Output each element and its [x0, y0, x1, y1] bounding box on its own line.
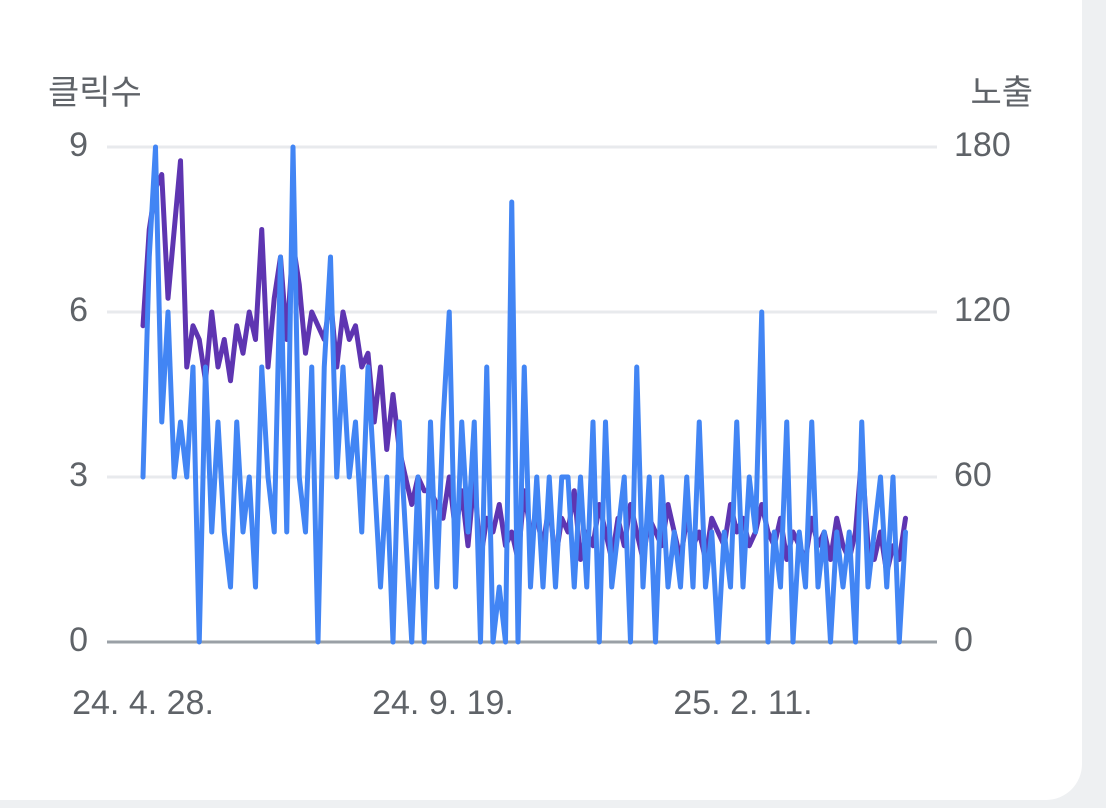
y2-axis-title: 노출 — [970, 74, 1033, 112]
y2-tick-label: 120 — [954, 291, 1011, 329]
y-tick-label: 0 — [69, 621, 88, 659]
y-tick-label: 9 — [69, 126, 88, 164]
y2-tick-label: 0 — [954, 621, 973, 659]
x-tick-label: 25. 2. 11. — [673, 684, 812, 722]
x-tick-label: 24. 4. 28. — [72, 684, 214, 722]
y-tick-label: 6 — [69, 291, 88, 329]
series-line — [140, 144, 908, 645]
x-tick-label: 24. 9. 19. — [372, 684, 514, 722]
y2-tick-label: 180 — [954, 126, 1011, 164]
y-tick-label: 3 — [69, 456, 88, 494]
series-line — [140, 158, 908, 576]
y2-tick-label: 60 — [954, 456, 992, 494]
card — [0, 0, 1082, 800]
y-axis-title: 클릭수 — [48, 74, 142, 112]
